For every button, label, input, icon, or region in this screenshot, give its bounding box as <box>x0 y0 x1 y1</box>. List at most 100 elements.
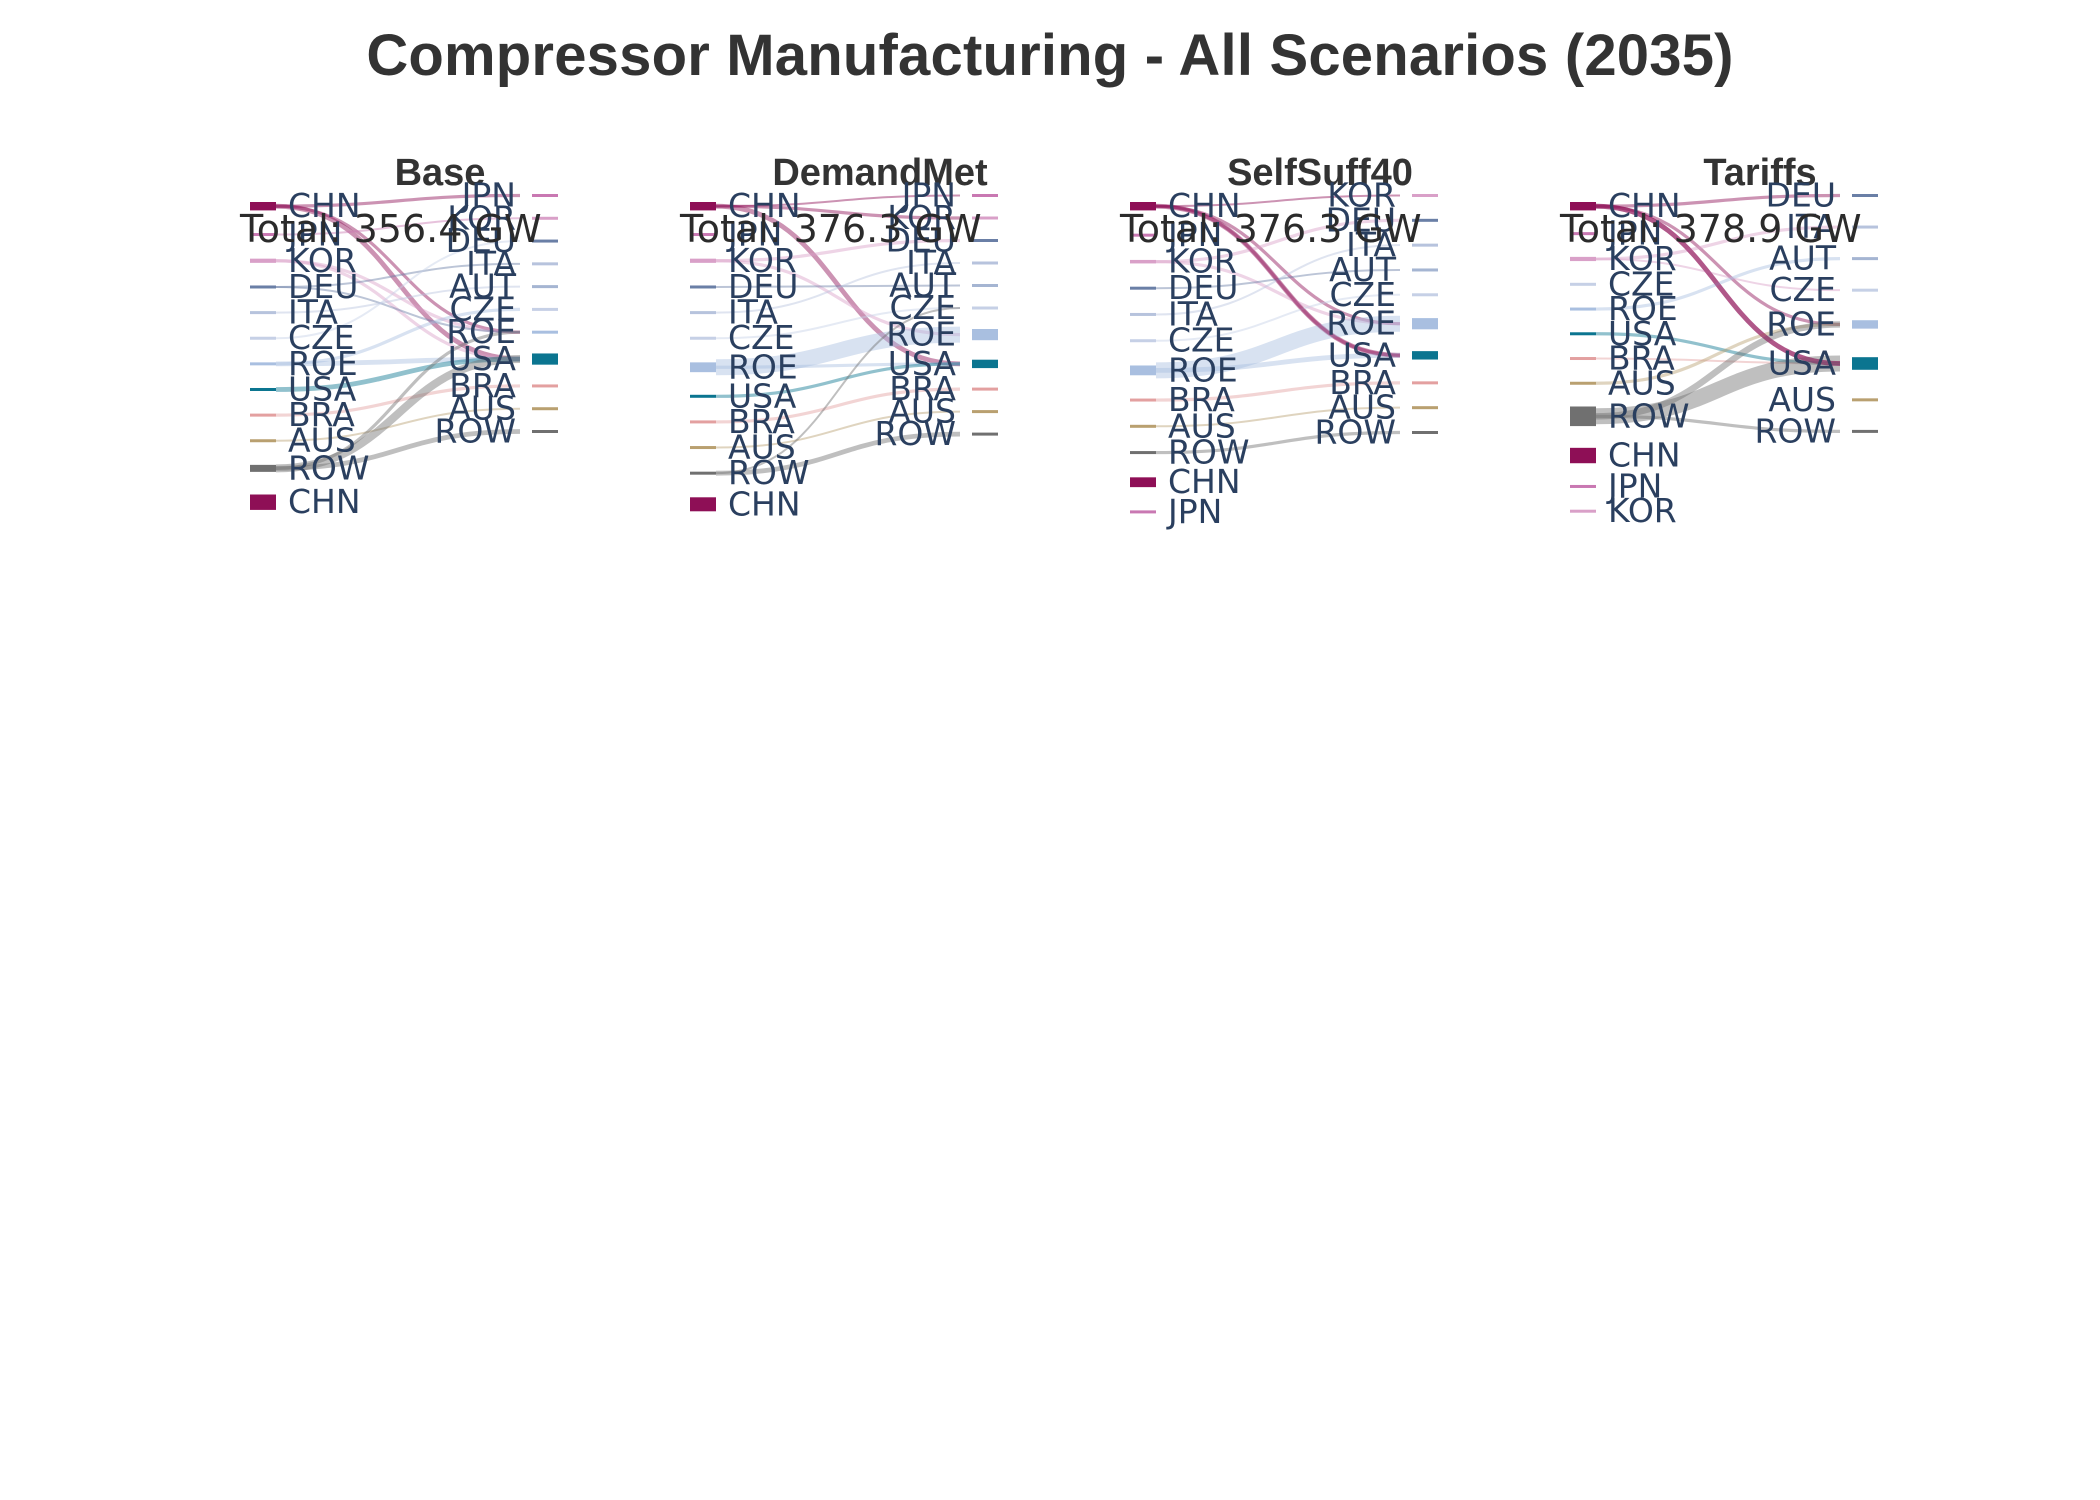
source-node-row <box>1570 406 1596 427</box>
link-layer <box>1595 193 1841 433</box>
source-node-chn <box>1570 447 1596 464</box>
source-node-jpn <box>1130 233 1156 237</box>
panel-title: SelfSuff40 <box>1227 152 1413 194</box>
target-node-bra <box>1412 381 1438 385</box>
flow-link-row-roe <box>1595 321 1841 420</box>
source-label-roe: ROE <box>728 347 798 386</box>
source-label-jpn: JPN <box>1166 215 1222 254</box>
target-node-kor <box>1412 194 1438 197</box>
flow-link-kor-deu <box>715 238 961 263</box>
flow-link-chn-roe <box>1155 204 1401 326</box>
flow-link-bra-usa <box>1595 357 1841 365</box>
target-node-bra <box>532 384 558 388</box>
target-label-deu: DEU <box>1326 200 1396 239</box>
target-node-deu <box>1412 218 1438 222</box>
source-node-row <box>1130 451 1156 455</box>
source-node-ita <box>250 311 276 315</box>
source-label-kor: KOR <box>1608 491 1677 530</box>
source-label-ita: ITA <box>728 293 778 332</box>
target-node-usa <box>1412 351 1438 360</box>
target-label-row: ROW <box>1314 413 1396 452</box>
target-node-aut <box>1852 257 1878 261</box>
target-label-row: ROW <box>434 412 516 451</box>
source-node-bra <box>1130 398 1156 402</box>
source-label-chn: CHN <box>728 186 801 225</box>
source-label-aus: AUS <box>288 421 356 460</box>
source-label-cze: CZE <box>728 318 795 357</box>
target-node-aus <box>1852 398 1878 402</box>
flow-link-aus-aus <box>275 407 521 442</box>
source-label-deu: DEU <box>728 267 798 306</box>
target-label-deu: DEU <box>1766 176 1836 215</box>
flow-link-roe-usa <box>715 362 961 369</box>
target-node-aut <box>532 285 558 289</box>
source-node-chn <box>250 494 276 510</box>
flow-link-row-row <box>1155 430 1401 455</box>
source-label-jpn: JPN <box>286 215 342 254</box>
target-node-cze <box>1412 293 1438 297</box>
source-node-kor <box>690 258 716 263</box>
sankey-svg: CHNJPNKORDEUITACZEROEBRAAUSROWCHNJPNKORD… <box>1119 176 1438 531</box>
target-label-cze: CZE <box>1770 270 1837 309</box>
source-label-usa: USA <box>1608 314 1677 353</box>
source-node-cze <box>690 336 716 340</box>
source-node-roe <box>250 362 276 366</box>
flow-link-deu-ita <box>275 262 521 288</box>
source-node-jpn <box>1570 232 1596 236</box>
target-label-roe: ROE <box>1766 304 1836 343</box>
source-label-chn: CHN <box>728 484 801 523</box>
source-node-chn <box>1130 202 1156 211</box>
source-node-deu <box>1130 286 1156 290</box>
flow-link-kor-roe <box>275 259 521 334</box>
source-node-row <box>690 471 716 475</box>
target-label-kor: KOR <box>447 198 516 237</box>
target-label-jpn: JPN <box>900 176 956 215</box>
target-label-ita: ITA <box>1346 225 1396 264</box>
flow-link-bra-bra <box>1155 381 1401 402</box>
flow-link-roe-cze <box>275 307 521 366</box>
source-label-deu: DEU <box>288 267 358 306</box>
sankey-panel-demandmet: DemandMet CHN JPN KOR DEU ITA CZE ROE USA BRA AUS R… <box>660 140 1100 540</box>
flow-link-cze-cze <box>715 307 961 340</box>
source-node-kor <box>1570 509 1596 513</box>
flow-link-kor-ita <box>1595 225 1841 261</box>
source-label-usa: USA <box>288 369 357 408</box>
flow-link-usa-usa <box>1595 332 1841 366</box>
link-layer <box>715 194 961 476</box>
target-label-cze: CZE <box>890 288 957 327</box>
flow-link-row-row <box>275 429 521 471</box>
source-label-roe: ROE <box>288 344 358 383</box>
source-node-chn <box>1570 202 1596 211</box>
target-node-usa <box>972 359 998 369</box>
target-node-usa <box>532 353 558 365</box>
flow-link-chn-roe <box>275 204 521 334</box>
source-label-row: ROW <box>1168 433 1250 472</box>
source-node-jpn <box>1570 484 1596 488</box>
flow-link-jpn-kor <box>275 217 521 236</box>
source-node-aus <box>1570 381 1596 385</box>
target-label-bra: BRA <box>449 366 516 405</box>
target-label-deu: DEU <box>446 221 516 260</box>
target-label-ita: ITA <box>1786 207 1836 246</box>
source-label-aus: AUS <box>728 428 796 467</box>
flow-link-chn-deu <box>1595 193 1841 208</box>
target-node-aus <box>1412 406 1438 410</box>
source-label-roe: ROE <box>1168 350 1238 389</box>
source-label-aus: AUS <box>1608 363 1676 402</box>
sankey-panel-tariffs: Tariffs CHN JPN KOR CZE ROE USA BRA AUS ROW CHN JPN… <box>1540 140 1980 540</box>
target-label-usa: USA <box>1328 335 1397 374</box>
source-node-roe <box>690 362 716 373</box>
target-node-cze <box>1852 288 1878 292</box>
flow-link-row-roe <box>275 330 521 470</box>
flow-link-chn-usa <box>715 203 961 367</box>
source-node-cze <box>250 336 276 340</box>
flow-link-deu-aut <box>715 284 961 288</box>
target-node-row <box>972 432 998 436</box>
source-label-chn: CHN <box>1168 462 1241 501</box>
target-label-aut: AUT <box>889 266 957 305</box>
source-label-bra: BRA <box>1608 339 1675 378</box>
flow-link-deu-roe <box>275 285 521 334</box>
flow-link-row-row <box>715 431 961 476</box>
source-node-row <box>250 464 276 472</box>
flow-link-chn-roe <box>1595 204 1841 327</box>
